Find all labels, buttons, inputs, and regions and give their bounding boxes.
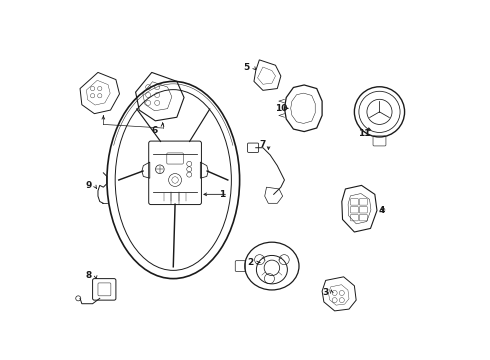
Text: 1: 1: [219, 190, 225, 199]
Text: 9: 9: [85, 181, 92, 190]
Text: 5: 5: [244, 63, 250, 72]
Text: 6: 6: [151, 126, 158, 135]
Text: 4: 4: [378, 206, 385, 215]
Text: 3: 3: [322, 288, 328, 297]
Text: 10: 10: [275, 104, 287, 113]
Text: 8: 8: [86, 270, 92, 279]
Text: 11: 11: [358, 129, 370, 138]
Text: 2: 2: [247, 258, 253, 267]
Text: 7: 7: [259, 140, 266, 149]
